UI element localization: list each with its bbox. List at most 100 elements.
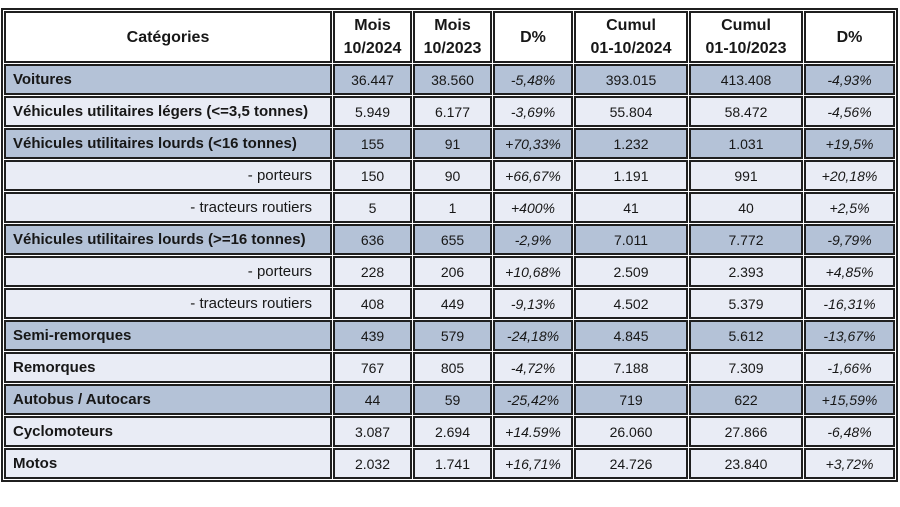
value-cell: 719 [574, 384, 688, 416]
category-cell: Voitures [4, 64, 332, 96]
value-cell: 6.177 [413, 96, 492, 128]
value-cell: 393.015 [574, 64, 688, 96]
category-cell: Remorques [4, 352, 332, 384]
header-month-2024: Mois 10/2024 [333, 11, 412, 64]
delta-percent-cell: -4,93% [804, 64, 895, 96]
delta-percent-cell: +19,5% [804, 128, 895, 160]
table-row: Semi-remorques 439 579 -24,18% 4.845 5.612 -13… [4, 320, 895, 352]
category-cell: - porteurs [4, 160, 332, 192]
value-cell: 55.804 [574, 96, 688, 128]
value-cell: 449 [413, 288, 492, 320]
value-cell: 805 [413, 352, 492, 384]
value-cell: 2.032 [333, 448, 412, 480]
category-cell: Véhicules utilitaires lourds (<16 tonnes… [4, 128, 332, 160]
value-cell: 991 [689, 160, 803, 192]
delta-percent-cell: -9,79% [804, 224, 895, 256]
delta-percent-cell: +70,33% [493, 128, 573, 160]
value-cell: 91 [413, 128, 492, 160]
value-cell: 655 [413, 224, 492, 256]
value-cell: 636 [333, 224, 412, 256]
delta-percent-cell: +2,5% [804, 192, 895, 224]
delta-percent-cell: +3,72% [804, 448, 895, 480]
table-row: Autobus / Autocars 44 59 -25,42% 719 622 +15,5… [4, 384, 895, 416]
delta-percent-cell: -1,66% [804, 352, 895, 384]
value-cell: 38.560 [413, 64, 492, 96]
value-cell: 40 [689, 192, 803, 224]
table-row: Motos 2.032 1.741 +16,71% 24.726 23.840 +3,72% [4, 448, 895, 480]
table-row: Remorques 767 805 -4,72% 7.188 7.309 -1,66% [4, 352, 895, 384]
value-cell: 439 [333, 320, 412, 352]
delta-percent-cell: -3,69% [493, 96, 573, 128]
delta-percent-cell: -6,48% [804, 416, 895, 448]
category-cell: Motos [4, 448, 332, 480]
value-cell: 90 [413, 160, 492, 192]
delta-percent-cell: +20,18% [804, 160, 895, 192]
value-cell: 7.188 [574, 352, 688, 384]
value-cell: 2.393 [689, 256, 803, 288]
header-delta-cumul: D% [804, 11, 895, 64]
category-cell: - tracteurs routiers [4, 288, 332, 320]
value-cell: 150 [333, 160, 412, 192]
delta-percent-cell: +14.59% [493, 416, 573, 448]
table-row: Véhicules utilitaires lourds (<16 tonnes… [4, 128, 895, 160]
value-cell: 5.612 [689, 320, 803, 352]
value-cell: 36.447 [333, 64, 412, 96]
table-row: - tracteurs routiers 5 1 +400% 41 40 +2,5% [4, 192, 895, 224]
delta-percent-cell: +66,67% [493, 160, 573, 192]
delta-percent-cell: -13,67% [804, 320, 895, 352]
delta-percent-cell: +4,85% [804, 256, 895, 288]
value-cell: 3.087 [333, 416, 412, 448]
value-cell: 44 [333, 384, 412, 416]
value-cell: 2.694 [413, 416, 492, 448]
value-cell: 228 [333, 256, 412, 288]
table-row: Véhicules utilitaires lourds (>=16 tonne… [4, 224, 895, 256]
header-cumul-2023: Cumul 01-10/2023 [689, 11, 803, 64]
value-cell: 1 [413, 192, 492, 224]
value-cell: 2.509 [574, 256, 688, 288]
value-cell: 7.772 [689, 224, 803, 256]
delta-percent-cell: -16,31% [804, 288, 895, 320]
delta-percent-cell: -4,72% [493, 352, 573, 384]
table-row: Cyclomoteurs 3.087 2.694 +14.59% 26.060 27.86… [4, 416, 895, 448]
value-cell: 1.741 [413, 448, 492, 480]
category-cell: - tracteurs routiers [4, 192, 332, 224]
table-row: - porteurs 150 90 +66,67% 1.191 991 +20,18% [4, 160, 895, 192]
category-cell: Véhicules utilitaires légers (<=3,5 tonn… [4, 96, 332, 128]
delta-percent-cell: -25,42% [493, 384, 573, 416]
delta-percent-cell: -2,9% [493, 224, 573, 256]
value-cell: 1.191 [574, 160, 688, 192]
header-month-2023: Mois 10/2023 [413, 11, 492, 64]
delta-percent-cell: +15,59% [804, 384, 895, 416]
value-cell: 59 [413, 384, 492, 416]
table-row: Voitures 36.447 38.560 -5,48% 393.015 413.408… [4, 64, 895, 96]
delta-percent-cell: -9,13% [493, 288, 573, 320]
value-cell: 413.408 [689, 64, 803, 96]
category-cell: Cyclomoteurs [4, 416, 332, 448]
category-cell: Véhicules utilitaires lourds (>=16 tonne… [4, 224, 332, 256]
value-cell: 206 [413, 256, 492, 288]
delta-percent-cell: -4,56% [804, 96, 895, 128]
value-cell: 1.232 [574, 128, 688, 160]
header-row: Catégories Mois 10/2024 Mois 10/2023 D% … [4, 11, 895, 64]
value-cell: 1.031 [689, 128, 803, 160]
category-cell: Autobus / Autocars [4, 384, 332, 416]
table-row: - tracteurs routiers 408 449 -9,13% 4.502 5.3… [4, 288, 895, 320]
table-body: Voitures 36.447 38.560 -5,48% 393.015 413.408… [4, 64, 895, 480]
value-cell: 622 [689, 384, 803, 416]
value-cell: 4.845 [574, 320, 688, 352]
vehicle-registrations-table-frame: Catégories Mois 10/2024 Mois 10/2023 D% … [1, 8, 898, 483]
header-delta-month: D% [493, 11, 573, 64]
value-cell: 767 [333, 352, 412, 384]
delta-percent-cell: +10,68% [493, 256, 573, 288]
delta-percent-cell: -5,48% [493, 64, 573, 96]
value-cell: 7.011 [574, 224, 688, 256]
table-row: - porteurs 228 206 +10,68% 2.509 2.393 +4,85% [4, 256, 895, 288]
vehicle-registrations-table: Catégories Mois 10/2024 Mois 10/2023 D% … [3, 10, 896, 481]
value-cell: 27.866 [689, 416, 803, 448]
value-cell: 4.502 [574, 288, 688, 320]
delta-percent-cell: +16,71% [493, 448, 573, 480]
value-cell: 5.949 [333, 96, 412, 128]
value-cell: 408 [333, 288, 412, 320]
value-cell: 24.726 [574, 448, 688, 480]
value-cell: 58.472 [689, 96, 803, 128]
